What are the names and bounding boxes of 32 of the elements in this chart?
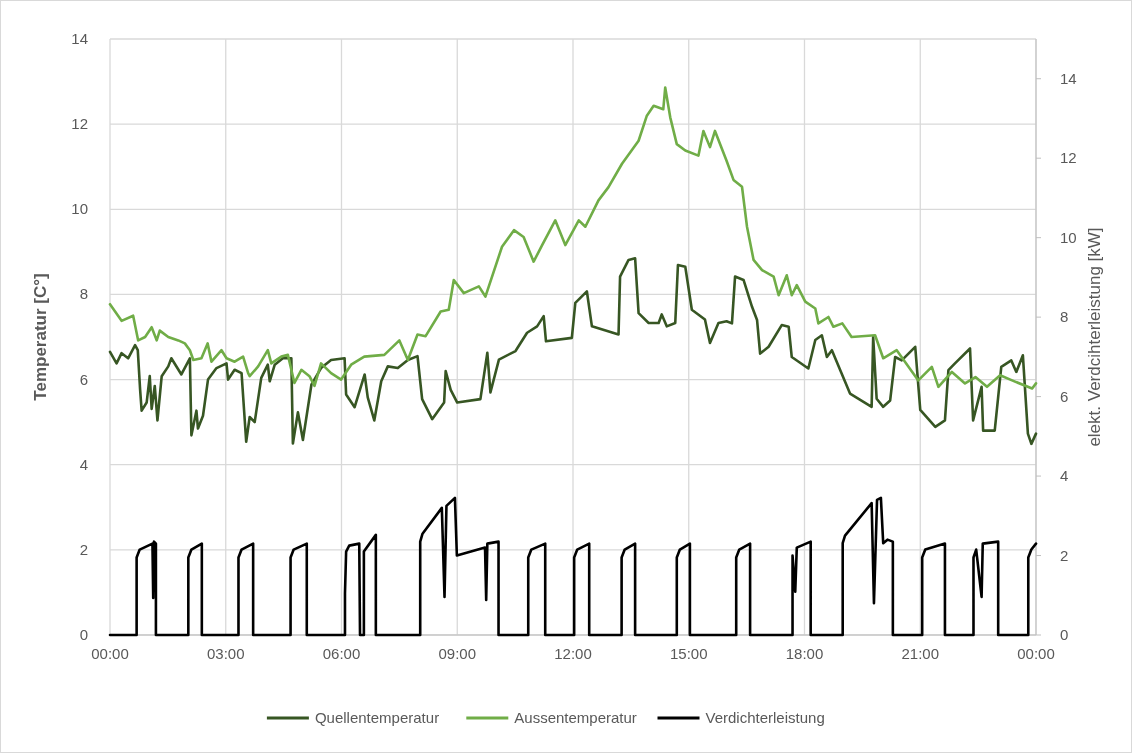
x-tick-label: 06:00 xyxy=(322,645,361,662)
y2-tick-label: 2 xyxy=(1060,546,1069,564)
y-tick-label: 0 xyxy=(79,626,88,643)
y-tick-label: 10 xyxy=(71,200,88,218)
legend-label: Aussentemperatur xyxy=(514,709,637,726)
y-tick-label: 6 xyxy=(79,370,88,388)
y-tick-label: 4 xyxy=(79,455,88,473)
y-tick-label: 12 xyxy=(71,115,88,133)
y2-tick-label: 0 xyxy=(1060,626,1069,643)
y-tick-label: 2 xyxy=(79,540,88,558)
x-tick-label: 03:00 xyxy=(206,645,245,662)
y2-tick-label: 8 xyxy=(1060,308,1069,326)
y-tick-label: 14 xyxy=(71,30,88,47)
x-tick-label: 12:00 xyxy=(554,645,592,662)
y2-tick-label: 4 xyxy=(1060,467,1069,485)
y2-tick-label: 6 xyxy=(1060,387,1069,405)
y-tick-label: 8 xyxy=(79,285,88,303)
y2-tick-label: 12 xyxy=(1060,149,1077,167)
x-tick-label: 21:00 xyxy=(901,645,940,662)
y2-tick-label: 10 xyxy=(1060,228,1077,246)
legend-label: Verdichterleistung xyxy=(705,709,825,726)
y2-tick-label: 14 xyxy=(1060,69,1077,87)
x-tick-label: 15:00 xyxy=(669,645,708,662)
legend-label: Quellentemperatur xyxy=(314,709,440,726)
line-series xyxy=(108,256,1038,446)
line-series xyxy=(108,86,1038,390)
x-tick-label: 00:00 xyxy=(91,645,129,662)
x-tick-label: 18:00 xyxy=(785,645,824,662)
y2-axis-title: elekt. Verdcihterleistung [kW] xyxy=(1085,227,1104,447)
y-axis-title: Temperatur [C°] xyxy=(31,273,50,401)
x-tick-label: 09:00 xyxy=(438,645,477,662)
x-tick-label: 00:00 xyxy=(1017,645,1055,662)
